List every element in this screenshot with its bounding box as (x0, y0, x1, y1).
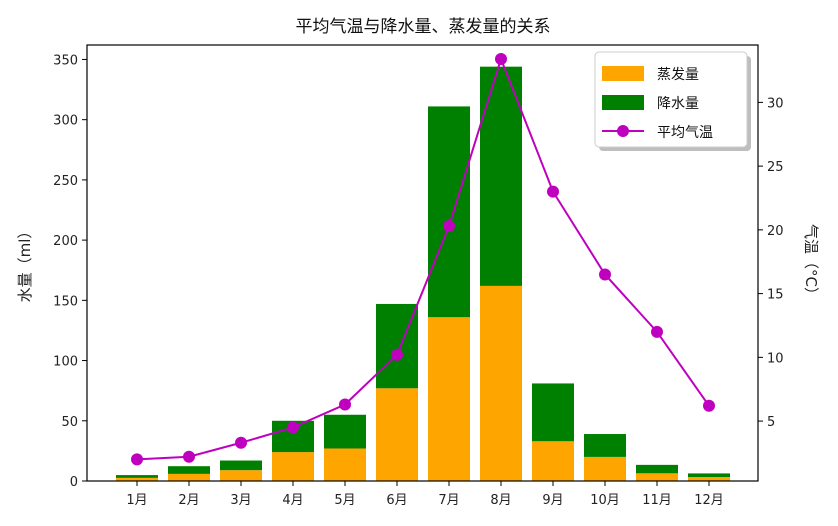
bar-precipitation (688, 473, 730, 478)
point-temperature (287, 421, 299, 434)
y2-tick-label: 5 (767, 415, 775, 430)
bar-precipitation (324, 414, 366, 449)
bars-layer (116, 66, 730, 481)
x-tick-label: 11月 (642, 493, 672, 508)
line-layer (131, 53, 715, 466)
bar-precipitation (220, 460, 262, 471)
bar-precipitation (636, 464, 678, 474)
bar-evaporation (220, 470, 262, 481)
x-tick-label: 1月 (126, 493, 147, 508)
chart-title: 平均气温与降水量、蒸发量的关系 (296, 17, 551, 37)
point-temperature (651, 325, 663, 338)
legend-swatch (602, 95, 644, 110)
y-tick-label: 50 (61, 415, 78, 430)
bar-evaporation (272, 452, 314, 481)
legend-item-temperature: 平均气温 (657, 125, 713, 141)
bar-precipitation (584, 434, 626, 457)
y2-tick-label: 20 (767, 224, 784, 239)
y-tick-label: 150 (53, 294, 78, 309)
bar-evaporation (532, 441, 574, 481)
bar-evaporation (168, 473, 210, 481)
legend-swatch-marker (617, 125, 629, 137)
y-tick-label: 250 (53, 174, 78, 189)
legend-item-precipitation: 降水量 (657, 96, 699, 112)
bar-precipitation (168, 466, 210, 474)
bar-evaporation (688, 477, 730, 481)
x-tick-label: 5月 (334, 493, 355, 508)
x-tick-label: 12月 (694, 493, 724, 508)
bar-precipitation (116, 475, 158, 478)
y-tick-label: 350 (53, 53, 78, 68)
bar-evaporation (116, 477, 158, 481)
bar-evaporation (324, 448, 366, 481)
x-tick-label: 10月 (590, 493, 620, 508)
y2-tick-label: 25 (767, 160, 784, 175)
point-temperature (443, 220, 455, 233)
legend-swatch (602, 66, 644, 81)
series-line-temperature (136, 56, 710, 461)
x-tick-label: 9月 (542, 493, 563, 508)
y2-tick-label: 10 (767, 351, 784, 366)
point-temperature (547, 185, 559, 198)
point-temperature (391, 348, 403, 361)
point-temperature (339, 398, 351, 411)
x-tick-label: 7月 (438, 493, 459, 508)
bar-precipitation (480, 66, 522, 286)
x-tick-label: 4月 (282, 493, 303, 508)
bar-evaporation (584, 456, 626, 481)
x-tick-label: 2月 (178, 493, 199, 508)
point-temperature (183, 450, 195, 463)
point-temperature (495, 53, 507, 66)
y2-tick-label: 30 (767, 96, 784, 111)
y2-tick-label: 15 (767, 288, 784, 303)
bar-evaporation (480, 285, 522, 481)
bar-evaporation (376, 388, 418, 481)
point-temperature (131, 453, 143, 466)
x-tick-label: 3月 (230, 493, 251, 508)
x-tick-label: 8月 (490, 493, 511, 508)
y-tick-label: 300 (53, 114, 78, 129)
x-tick-label: 6月 (386, 493, 407, 508)
legend-item-evaporation: 蒸发量 (657, 67, 699, 83)
point-temperature (599, 268, 611, 281)
point-temperature (703, 399, 715, 412)
plot-frame (86, 44, 759, 482)
bar-evaporation (428, 317, 470, 481)
axes-layer: 1月 2月 3月 4月 5月 6月 7月 8月 9月 10月 11月 12月 0 50 100 150 200 2… (53, 53, 783, 508)
y-tick-label: 200 (53, 234, 78, 249)
point-temperature (235, 436, 247, 449)
y-tick-label: 0 (70, 475, 78, 490)
y2-axis-title: 气温（°C） (802, 224, 820, 302)
bar-precipitation (532, 383, 574, 442)
y-axis-title: 水量（ml） (16, 224, 34, 303)
bar-evaporation (636, 473, 678, 481)
bar-precipitation (428, 106, 470, 318)
y-tick-label: 100 (53, 355, 78, 370)
